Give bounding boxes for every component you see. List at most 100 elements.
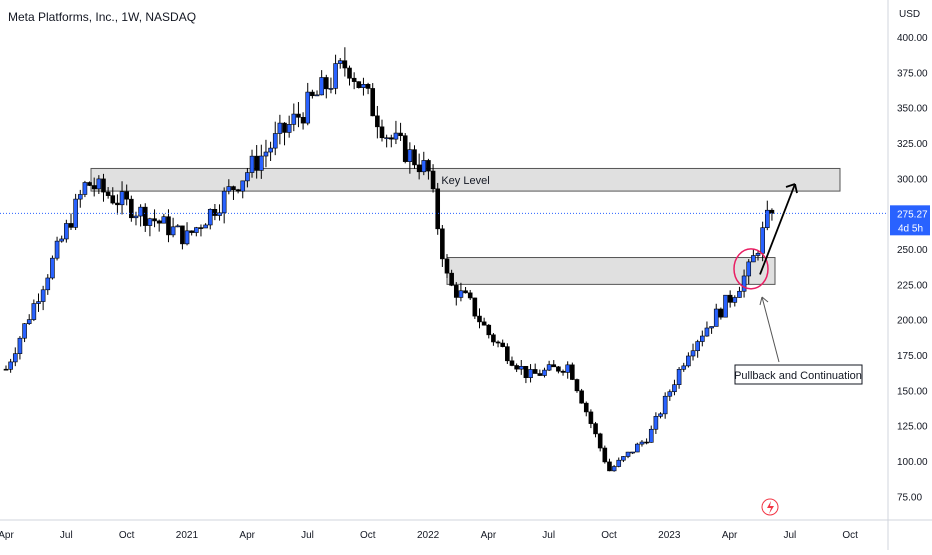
y-tick-label: 75.00 <box>897 492 922 503</box>
candle-body <box>221 190 227 214</box>
candle-body <box>602 447 608 463</box>
candle-body <box>751 255 756 263</box>
y-tick-label: 350.00 <box>897 104 928 115</box>
lightning-icon <box>767 501 774 514</box>
candle-body <box>583 402 589 413</box>
y-tick-label: 300.00 <box>897 174 928 185</box>
x-tick-label: Apr <box>0 530 14 541</box>
x-tick-label: Oct <box>119 530 135 541</box>
candle-body <box>704 327 710 337</box>
candle-body <box>430 170 436 190</box>
candle-body <box>17 337 23 354</box>
candle-body <box>342 60 348 69</box>
candle-body <box>50 257 55 279</box>
candle-body <box>630 451 635 454</box>
candle-body <box>337 60 343 64</box>
candle-body <box>259 155 264 171</box>
candle-body <box>593 423 598 435</box>
candle-body <box>240 180 246 192</box>
candle-body <box>579 390 584 404</box>
candle-body <box>68 223 74 228</box>
candle-body <box>453 285 459 298</box>
candle-body <box>310 91 315 97</box>
candle-body <box>616 459 622 467</box>
candle-body <box>514 365 519 370</box>
y-tick-label: 250.00 <box>897 245 928 256</box>
candle-body <box>129 198 134 219</box>
candle-body <box>570 364 575 380</box>
candle-body <box>764 209 770 229</box>
candle-body <box>328 88 334 90</box>
candle-body <box>426 160 431 172</box>
y-tick-label: 400.00 <box>897 33 928 44</box>
candle-body <box>166 216 171 236</box>
pullback-circle <box>733 248 769 290</box>
candle-body <box>245 172 250 182</box>
y-tick-label: 125.00 <box>897 422 928 433</box>
candle-body <box>700 335 705 342</box>
candle-body <box>291 113 297 125</box>
candle-body <box>435 188 441 230</box>
candle-body <box>458 290 464 298</box>
x-tick-label: Jul <box>784 530 797 541</box>
candle-body <box>463 290 468 294</box>
candle-body <box>194 227 199 233</box>
candle-body <box>518 365 524 370</box>
x-tick-label: Oct <box>601 530 617 541</box>
candle-body <box>305 91 311 124</box>
candle-body <box>635 443 640 453</box>
candle-body <box>147 218 153 226</box>
candle-body <box>314 94 320 97</box>
candle-body <box>263 151 269 157</box>
x-tick-label: Jul <box>60 530 73 541</box>
candle-body <box>212 208 218 216</box>
candle-body <box>648 428 654 443</box>
candle-body <box>556 366 561 372</box>
candle-body <box>64 223 69 240</box>
candle-body <box>574 379 580 392</box>
candle-body <box>621 456 626 461</box>
candle-body <box>732 297 738 303</box>
candle-body <box>115 202 120 206</box>
y-tick-label: 225.00 <box>897 280 928 291</box>
candle-body <box>416 164 422 173</box>
candle-body <box>26 319 32 324</box>
candle-body <box>653 416 659 430</box>
candle-body <box>695 341 700 352</box>
x-tick-label: Apr <box>481 530 497 541</box>
candle-body <box>124 191 129 200</box>
candle-body <box>639 441 645 445</box>
candle-body <box>91 185 97 190</box>
last-price-badge-bg <box>890 205 930 236</box>
candle-body <box>737 290 742 298</box>
candle-body <box>477 315 482 323</box>
candle-body <box>644 441 649 444</box>
candle-body <box>324 77 329 90</box>
candle-body <box>226 186 232 192</box>
candle-body <box>370 88 376 117</box>
support-zone <box>446 257 776 285</box>
x-tick-label: 2022 <box>417 530 440 541</box>
candle-body <box>588 411 594 424</box>
candle-body <box>96 178 102 190</box>
candle-body <box>296 113 301 118</box>
candle-body <box>611 466 617 472</box>
y-tick-label: 100.00 <box>897 457 928 468</box>
candle-body <box>361 84 366 88</box>
candle-body <box>393 132 399 140</box>
annotation-text: Pullback and Continuation <box>734 370 862 382</box>
x-tick-label: Jul <box>542 530 555 541</box>
candle-body <box>755 252 761 256</box>
candle-body <box>59 238 65 242</box>
candle-body <box>565 364 570 373</box>
annotation-box <box>734 364 863 385</box>
candle-body <box>156 220 162 224</box>
candle-body <box>282 122 287 133</box>
candle-body <box>31 303 37 320</box>
candle-body <box>184 230 190 245</box>
candle-body <box>625 451 631 457</box>
candle-body <box>138 206 143 217</box>
x-tick-label: Apr <box>239 530 255 541</box>
